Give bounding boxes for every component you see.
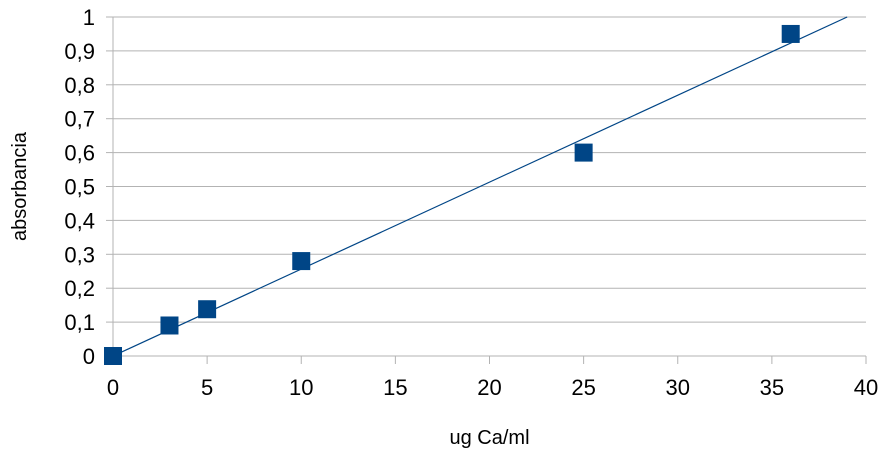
x-tick-label: 25 [571, 375, 595, 400]
x-tick-label: 20 [477, 375, 501, 400]
data-point [198, 300, 217, 319]
y-tick-label: 0,5 [64, 175, 95, 200]
x-tick-label: 30 [666, 375, 690, 400]
y-tick-label: 0,3 [64, 242, 95, 267]
data-point [160, 316, 179, 335]
y-tick-label: 0,4 [64, 208, 95, 233]
y-tick-label: 0,1 [64, 310, 95, 335]
trendline-group [112, 16, 848, 357]
y-tick-label: 0,9 [64, 39, 95, 64]
x-axis-label: ug Ca/ml [449, 427, 529, 449]
x-tick-label: 35 [760, 375, 784, 400]
trendline [112, 16, 848, 357]
y-tick-labels: 0 0,1 0,2 0,3 0,4 0,5 0,6 0,7 0,8 0,9 1 [64, 5, 95, 369]
x-tick-label: 10 [289, 375, 313, 400]
x-tick-label: 40 [854, 375, 878, 400]
y-tick-label: 0,2 [64, 276, 95, 301]
x-tick-labels: 0 5 10 15 20 25 30 35 40 [107, 375, 878, 400]
y-tick-label: 0,6 [64, 141, 95, 166]
data-points [104, 24, 800, 365]
y-tick-label: 0,7 [64, 107, 95, 132]
x-tick-label: 15 [383, 375, 407, 400]
grid [113, 16, 866, 357]
data-point [574, 143, 593, 162]
x-tick-label: 0 [107, 375, 119, 400]
data-point [292, 252, 311, 271]
y-axis-label: absorbancia [9, 131, 31, 241]
data-point [781, 24, 800, 43]
axes [106, 16, 867, 364]
y-tick-label: 1 [83, 5, 95, 30]
data-point [104, 347, 122, 365]
x-tick-label: 5 [201, 375, 213, 400]
y-tick-label: 0 [83, 344, 95, 369]
y-tick-label: 0,8 [64, 73, 95, 98]
